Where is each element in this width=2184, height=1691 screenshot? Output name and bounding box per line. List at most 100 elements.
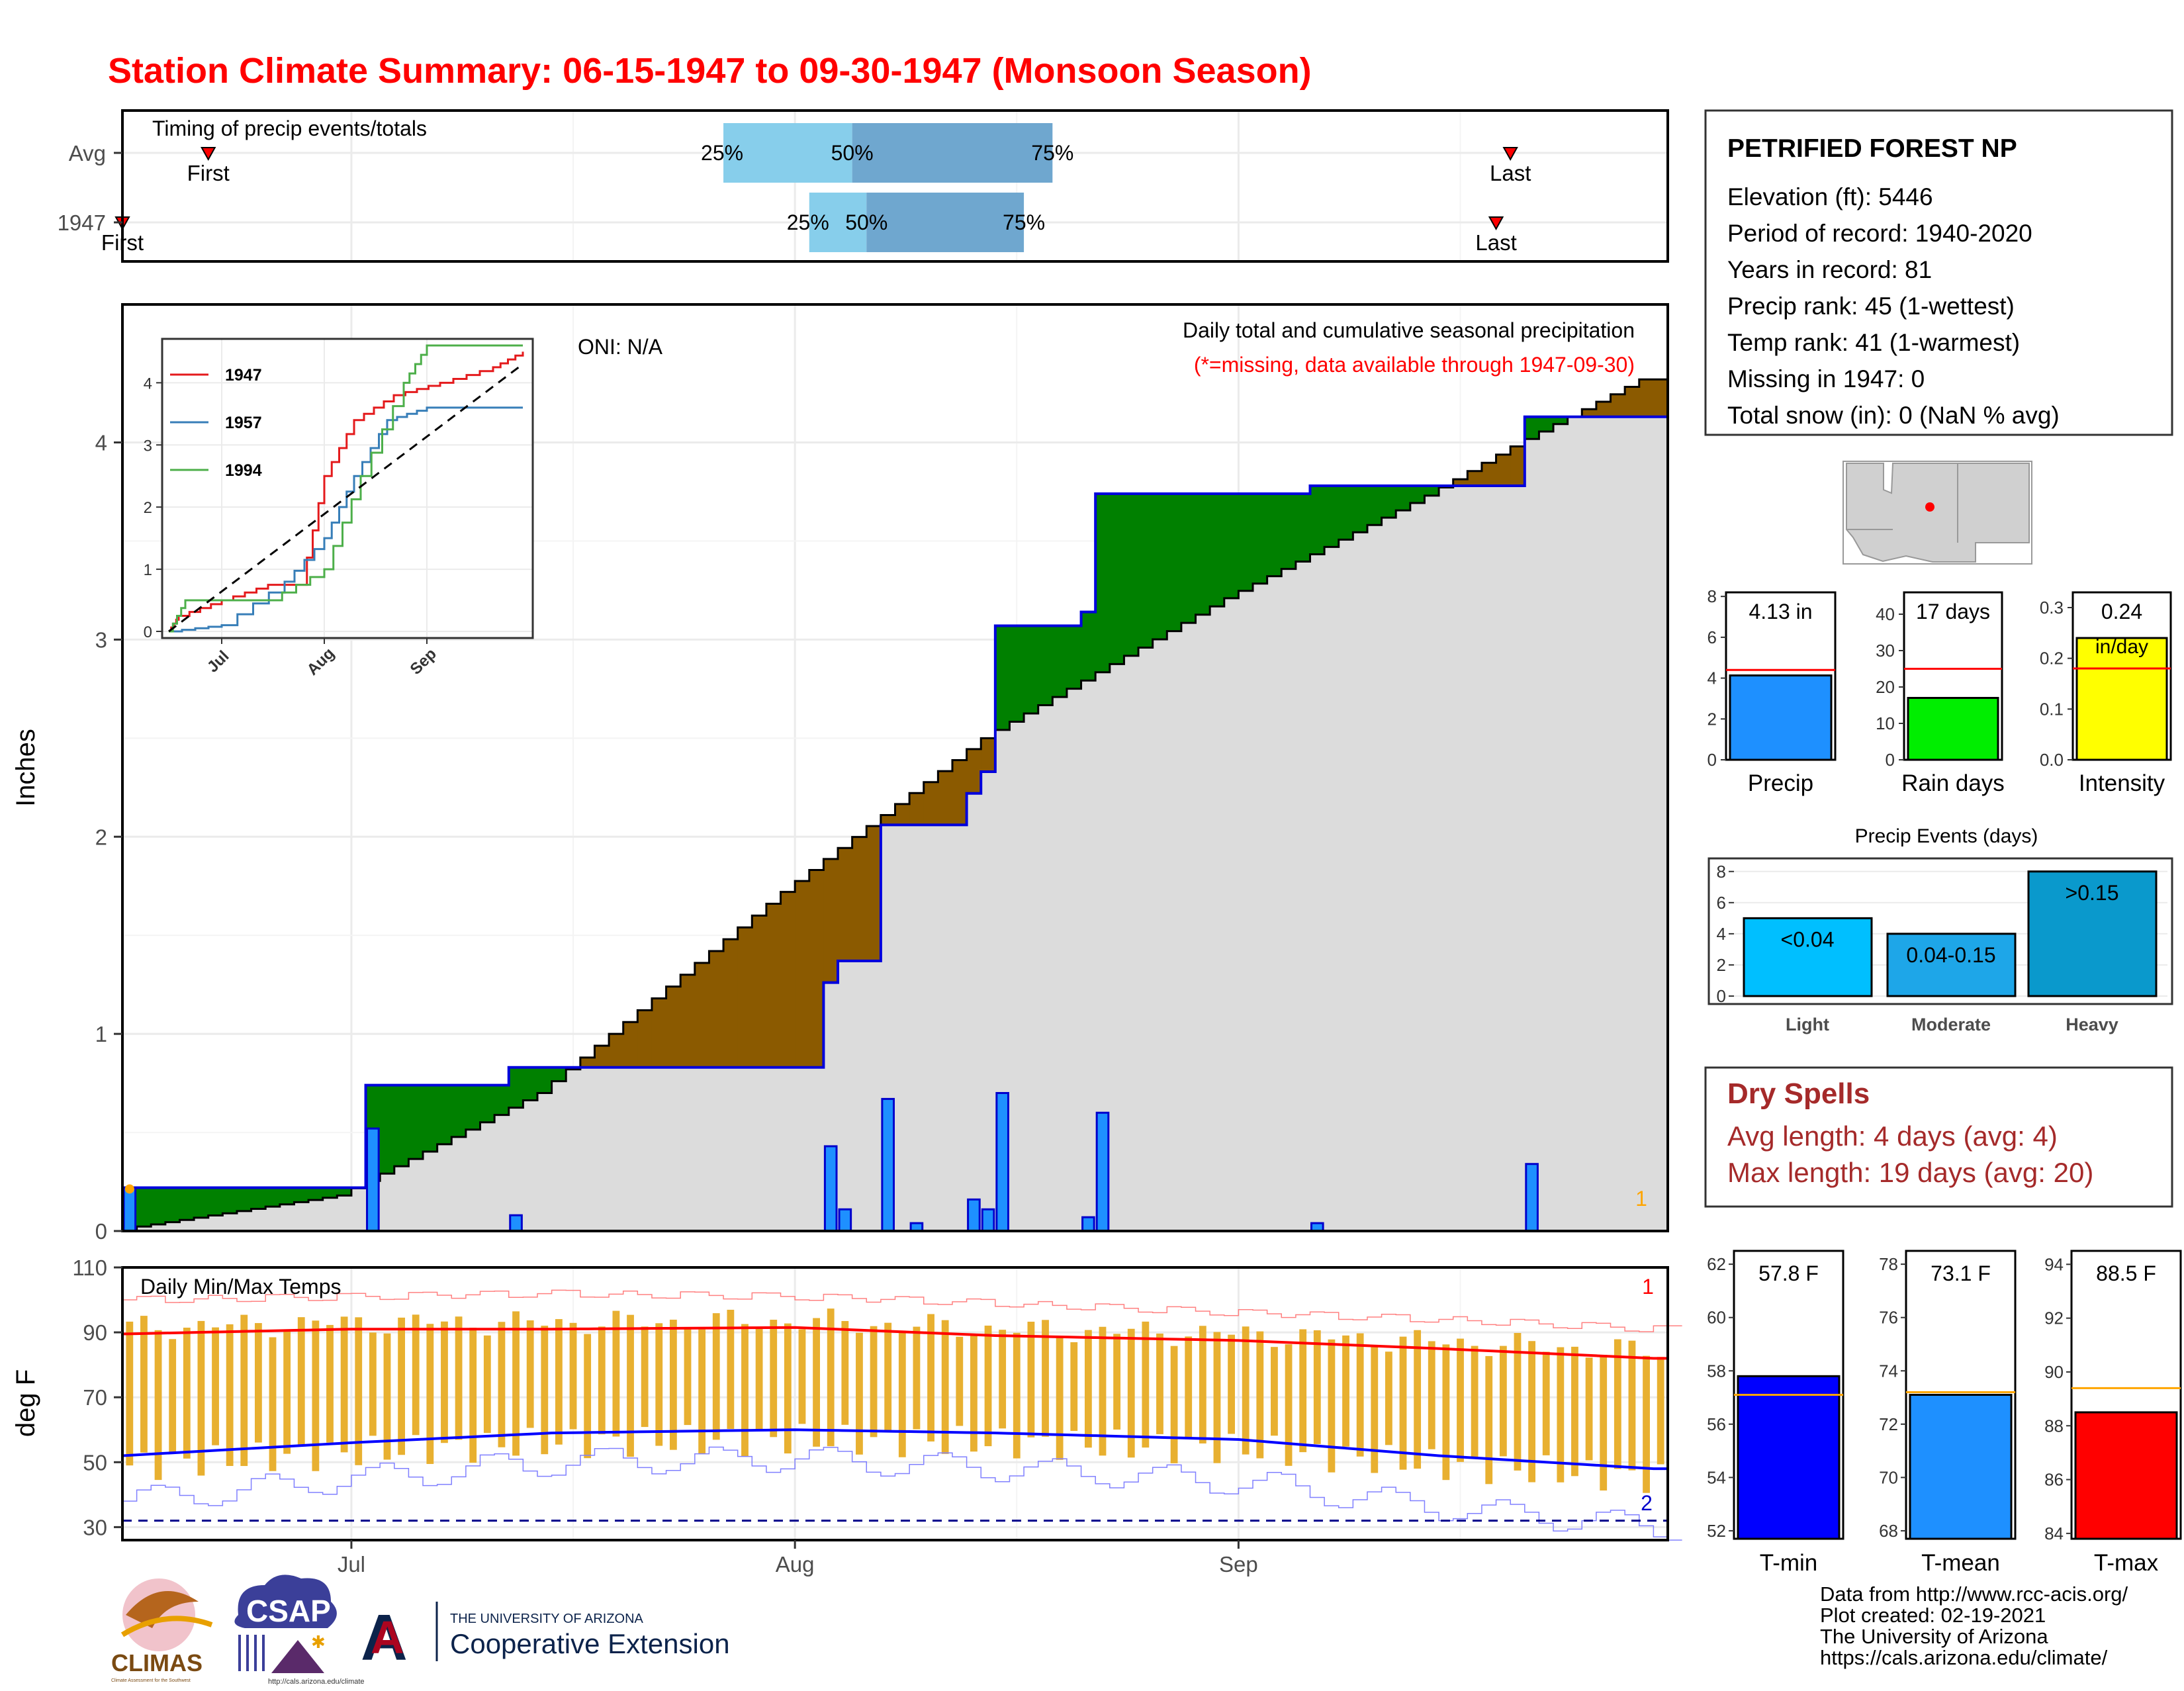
precip-above-avg-fill [137,1187,152,1226]
station-info-line: Elevation (ft): 5446 [1727,183,1933,210]
precip-above-avg-fill [995,626,1010,730]
daily-temp-range-bar [1156,1334,1163,1434]
precip-below-avg-fill [895,804,910,825]
last-event-label-1947: Last [1475,230,1516,255]
precip-base-fill [1067,689,1081,1231]
precip-above-avg-fill [1296,494,1310,562]
rain-days-ytick-label-0: 0 [1886,750,1895,770]
precip-above-avg-fill [394,1085,409,1167]
precip-base-fill [265,1207,280,1231]
temp-y-label: deg F [11,1369,40,1437]
daily-precip-bar [124,1187,136,1231]
precip-base-fill [552,1081,567,1231]
daily-temp-range-bar [1500,1346,1507,1457]
precip-above-avg-fill [1410,486,1425,503]
daily-temp-range-bar [1328,1340,1336,1473]
precip-base-fill [1510,486,1525,1231]
precip-below-avg-fill [1467,471,1482,486]
station-info-line: Precip rank: 45 (1-wettest) [1727,293,2015,320]
precip-below-avg-fill [938,771,952,825]
precip-base-fill [1110,664,1124,1231]
tmax-axis-label: T-max [2094,1550,2159,1576]
precip-base-fill [1453,486,1468,1231]
intensity-unit-label: in/day [2095,636,2148,658]
precip-above-avg-fill [1238,494,1253,591]
daily-temp-range-bar [756,1328,763,1430]
precip-base-fill [323,1198,338,1231]
precip-base-fill [423,1152,437,1231]
precip-base-fill [1281,569,1296,1231]
precip-base-fill [251,1209,266,1231]
precip-heading: Daily total and cumulative seasonal prec… [1183,318,1635,342]
precip-missing-note: (*=missing, data available through 1947-… [1194,353,1635,377]
precip-base-fill [695,1068,709,1231]
station-info-line: Missing in 1947: 0 [1727,365,1925,392]
tmax-ytick-label-5: 94 [2044,1254,2064,1274]
daily-temp-range-bar [455,1316,463,1440]
tmean-ytick-label-1: 70 [1879,1467,1898,1487]
station-info-line: Temp rank: 41 (1-warmest) [1727,329,2020,356]
tmin-ytick-label-4: 60 [1707,1308,1726,1328]
daily-temp-range-bar [412,1314,420,1435]
precip-below-avg-fill [967,749,981,794]
daily-temp-range-bar [283,1330,291,1453]
precip-above-avg-fill [294,1187,308,1202]
tmin-bar [1738,1376,1839,1539]
precip-event-bar-label-moderate: 0.04-0.15 [1906,943,1995,967]
daily-temp-range-bar [169,1339,176,1453]
precip-base-fill [738,1068,752,1231]
climas-logo-text: CLIMAS [111,1649,203,1676]
precip-base-fill [380,1173,394,1231]
daily-temp-range-bar [1199,1326,1206,1443]
precip-above-avg-fill [1052,626,1067,698]
temp-record-high-count: 1 [1642,1275,1654,1299]
precip-base-fill [1081,680,1096,1231]
daily-temp-range-bar [641,1326,649,1427]
ua-logo: A A THE UNIVERSITY OF ARIZONA Cooperativ… [361,1601,730,1674]
timing-pct75-1947: 75% [1003,210,1045,234]
daily-temp-range-bar [341,1316,348,1452]
precip-base-fill [680,1068,695,1231]
precip-ytick-label-4: 8 [1707,586,1717,606]
footer-line-url: https://cals.arizona.edu/climate/ [1820,1647,2128,1668]
dry-spells-box: Dry Spells Avg length: 4 days (avg: 4) M… [1706,1068,2172,1207]
inset-bg [162,339,533,638]
temp-ytick-label-1: 50 [83,1450,107,1475]
daily-temp-range-bar [598,1326,606,1434]
precip-base-fill [1482,486,1496,1231]
precip-base-fill [537,1093,552,1231]
daily-temp-range-bar [398,1318,405,1455]
daily-temp-range-bar [240,1315,248,1466]
daily-temp-range-bar [1357,1334,1364,1457]
daily-temp-range-bar [799,1329,806,1424]
precip-base-fill [1310,554,1324,1231]
tmax-ytick-label-3: 90 [2044,1362,2064,1382]
csap-logo-text: CSAP [246,1594,331,1628]
daily-temp-range-bar [541,1326,548,1454]
daily-temp-range-bar [1271,1347,1278,1436]
timing-pct50-avg: 50% [831,141,874,165]
precip-below-avg-fill [738,927,752,1067]
daily-temp-range-bar [1314,1330,1321,1444]
tmin-ytick-label-0: 52 [1707,1521,1726,1541]
precip-above-avg-fill [1138,494,1153,648]
timing-pct75-avg: 75% [1031,141,1073,165]
precip-base-fill [1496,486,1511,1231]
daily-temp-range-bar [326,1325,334,1443]
timing-bar-50-75-avg [852,123,1053,183]
daily-temp-range-bar [1643,1356,1650,1493]
precip-below-avg-fill [637,1010,652,1067]
daily-temp-range-bar [527,1320,534,1428]
inset-ytick-label-0: 0 [144,623,152,641]
precip-above-avg-fill [1210,494,1224,606]
x-tick-label-1: Aug [776,1552,815,1577]
tmax-value-label: 88.5 F [2096,1261,2156,1285]
precip-base-fill [1568,417,1582,1231]
precip-base-fill [1167,631,1181,1231]
precip-above-avg-fill [451,1085,466,1137]
events-ytick-label-1: 2 [1717,955,1726,975]
precip-above-avg-fill [1024,626,1038,713]
daily-temp-range-bar [226,1324,234,1466]
intensity-ytick-label-0: 0.0 [2040,750,2064,770]
